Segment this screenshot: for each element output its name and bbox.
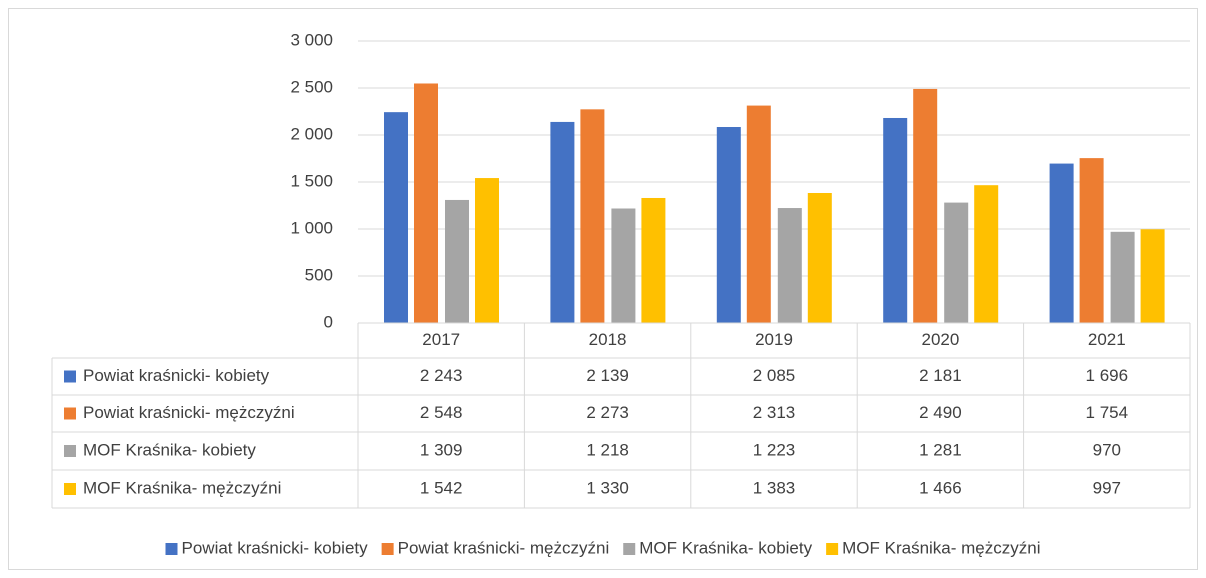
bar (580, 109, 605, 323)
table-cell: 1 383 (753, 478, 796, 497)
legend-key (826, 543, 839, 555)
bar (550, 121, 575, 324)
x-tick-label: 2019 (755, 330, 793, 349)
legend-key (165, 543, 178, 555)
table-cell: 1 309 (420, 440, 463, 459)
table-legend-key (64, 370, 76, 383)
table-cell: 1 223 (753, 440, 796, 459)
bar (777, 208, 802, 323)
y-tick-label: 2 500 (290, 77, 333, 96)
bar (414, 83, 438, 323)
bar (913, 88, 938, 323)
bar (1110, 231, 1135, 323)
table-cell: 2 490 (919, 403, 962, 422)
table-legend-key (64, 483, 76, 495)
table-cell: 1 330 (586, 478, 629, 497)
bar (611, 208, 636, 323)
bar (475, 178, 499, 323)
legend-label: MOF Kraśnika- mężczyźni (842, 538, 1040, 557)
table-cell: 997 (1093, 478, 1121, 497)
table-cell: 2 085 (753, 366, 796, 385)
bar (883, 117, 908, 324)
legend-label: Powiat kraśnicki- kobiety (182, 538, 369, 557)
table-cell: 1 542 (420, 478, 463, 497)
legend-key (623, 543, 636, 555)
table-cell: 2 181 (919, 366, 962, 385)
legend-label: Powiat kraśnicki- mężczyźni (398, 538, 610, 557)
y-tick-label: 1 500 (290, 171, 333, 190)
table-row-label: MOF Kraśnika- kobiety (83, 440, 256, 459)
table-row-label: Powiat kraśnicki- mężczyźni (83, 403, 295, 422)
bar (746, 105, 771, 323)
table-cell: 2 273 (586, 403, 629, 422)
table-cell: 1 754 (1086, 403, 1129, 422)
x-tick-label: 2018 (589, 330, 627, 349)
x-tick-label: 2017 (422, 330, 460, 349)
bar (716, 127, 741, 323)
x-tick-label: 2021 (1088, 330, 1126, 349)
table-legend-key (64, 407, 76, 420)
bar (641, 197, 666, 323)
table-cell: 2 139 (586, 366, 629, 385)
table-cell: 970 (1093, 440, 1121, 459)
bar (1140, 229, 1165, 323)
legend-label: MOF Kraśnika- kobiety (639, 538, 812, 557)
table-cell: 2 313 (753, 403, 796, 422)
table-cell: 1 281 (919, 440, 962, 459)
table-cell: 2 243 (420, 366, 463, 385)
table-cell: 1 218 (586, 440, 629, 459)
bar (807, 192, 832, 323)
bar (974, 185, 999, 323)
table-cell: 2 548 (420, 403, 463, 422)
bar (944, 202, 969, 323)
bar (1049, 163, 1074, 323)
table-row-label: Powiat kraśnicki- kobiety (83, 366, 270, 385)
x-tick-label: 2020 (921, 330, 959, 349)
legend-key (381, 543, 394, 555)
table-row-label: MOF Kraśnika- mężczyźni (83, 478, 281, 497)
y-tick-label: 3 000 (290, 30, 333, 49)
y-tick-label: 2 000 (290, 124, 333, 143)
y-tick-label: 1 000 (290, 218, 333, 237)
bar (445, 199, 469, 323)
y-tick-label: 500 (305, 265, 333, 284)
table-cell: 1 466 (919, 478, 962, 497)
table-legend-key (64, 445, 76, 457)
bar (1079, 158, 1104, 323)
y-tick-label: 0 (324, 312, 333, 331)
table-cell: 1 696 (1086, 366, 1129, 385)
bar (384, 112, 408, 324)
